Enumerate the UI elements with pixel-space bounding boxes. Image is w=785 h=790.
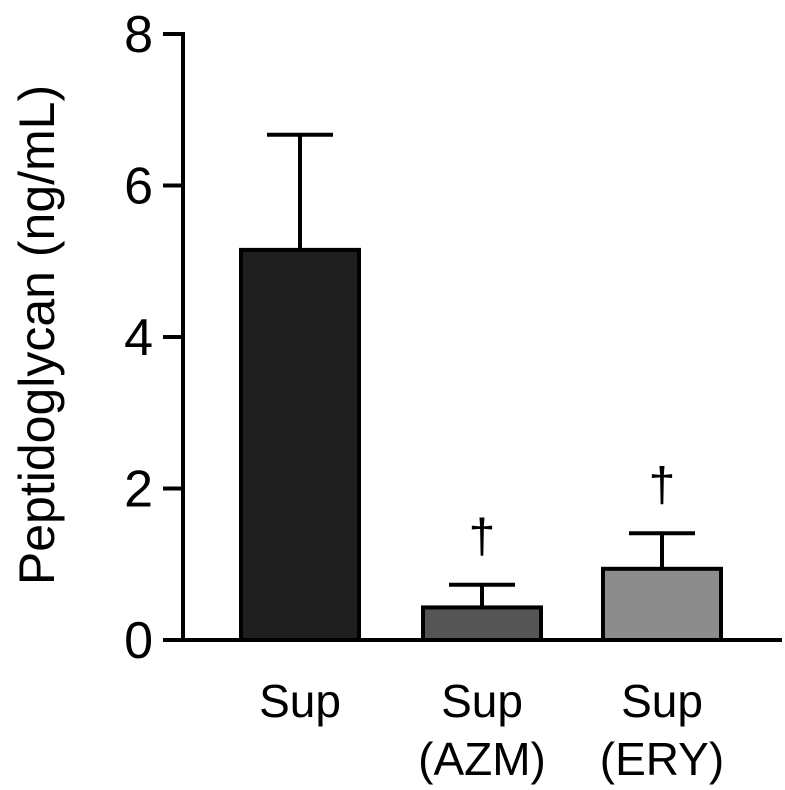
y-tick-label: 4 <box>124 309 153 367</box>
y-axis-label: Peptidoglycan (ng/mL) <box>9 85 65 585</box>
x-tick-label: Sup <box>621 675 703 727</box>
x-tick-label: (AZM) <box>418 733 546 785</box>
plot-area: Sup † Sup (AZM) † Sup (ERY) 0 2 4 6 8 <box>124 6 782 785</box>
x-tick-label: Sup <box>259 675 341 727</box>
y-tick-label: 2 <box>124 461 153 519</box>
x-tick-label: (ERY) <box>600 733 724 785</box>
bar <box>421 605 543 642</box>
bar <box>601 566 723 642</box>
significance-mark: † <box>469 511 496 564</box>
bar <box>239 247 361 642</box>
y-tick-label: 8 <box>124 6 153 64</box>
y-tick-label: 0 <box>124 612 153 670</box>
y-tick-label: 6 <box>124 158 153 216</box>
x-tick-label: Sup <box>441 675 523 727</box>
significance-mark: † <box>649 459 676 512</box>
